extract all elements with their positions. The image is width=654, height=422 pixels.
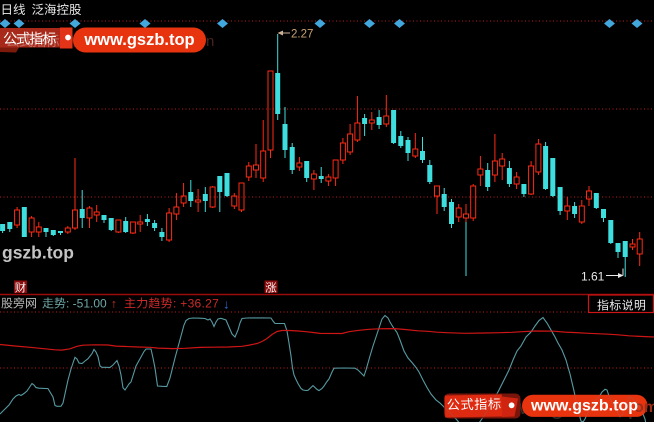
svg-text:: -51.00: : -51.00 xyxy=(66,297,107,311)
svg-text:↓: ↓ xyxy=(223,297,230,312)
svg-text:1.61: 1.61 xyxy=(581,270,605,284)
svg-text:: +36.27: : +36.27 xyxy=(173,297,219,311)
svg-text:www.gszb.top: www.gszb.top xyxy=(530,398,638,415)
svg-text:www.gszb.top: www.gszb.top xyxy=(83,31,194,49)
svg-text:n: n xyxy=(206,33,214,50)
svg-text:gszb.top: gszb.top xyxy=(2,243,74,263)
svg-text:om: om xyxy=(634,399,654,416)
svg-text:2.27: 2.27 xyxy=(291,28,313,40)
svg-text:↑: ↑ xyxy=(111,297,117,311)
